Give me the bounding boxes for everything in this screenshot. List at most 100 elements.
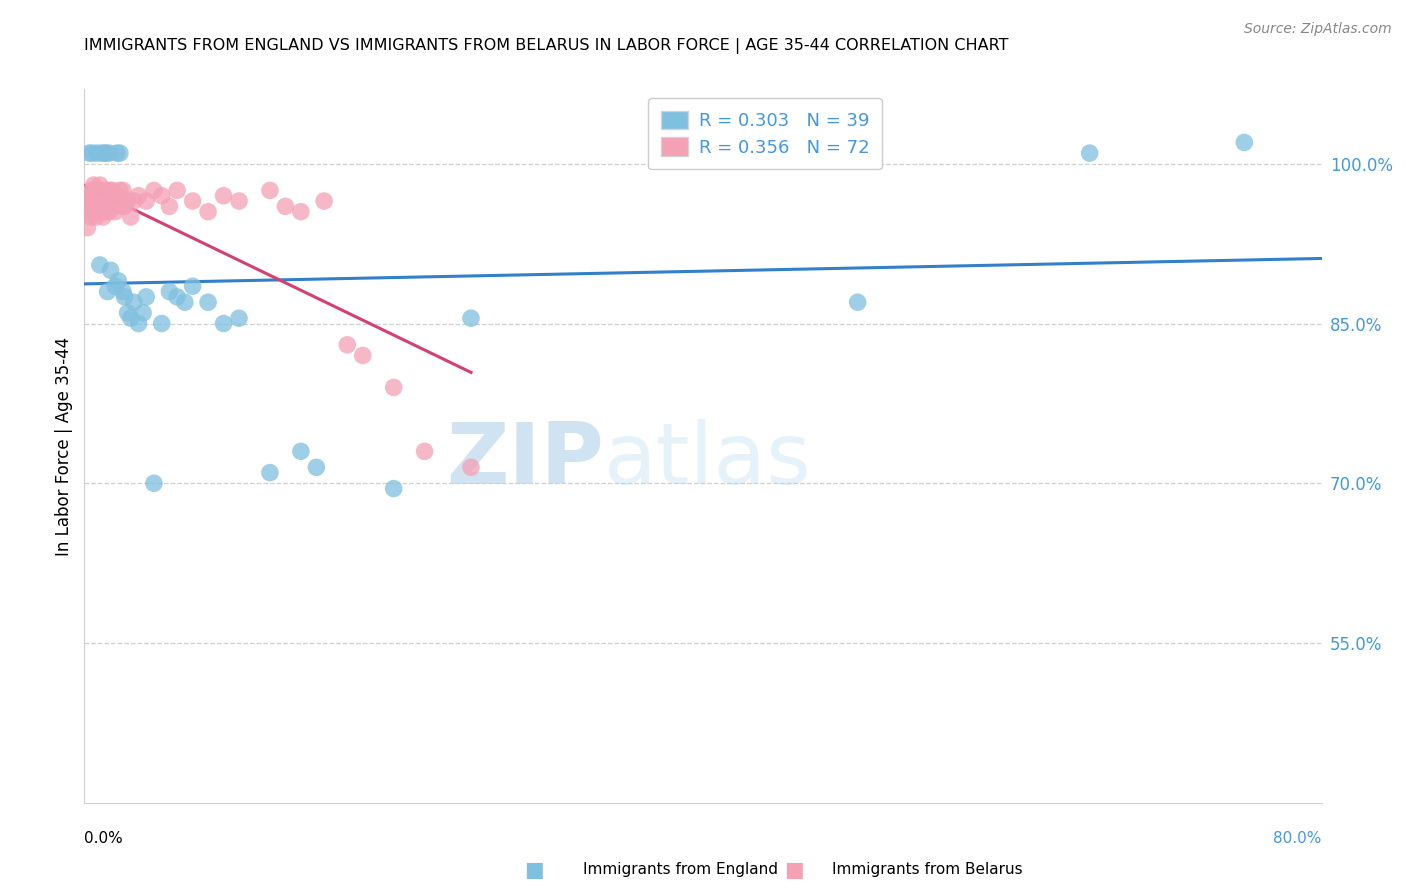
- Point: [117, 306, 139, 320]
- Point: [108, 183, 131, 197]
- Point: [90, 204, 112, 219]
- Point: [93, 194, 115, 208]
- Point: [181, 194, 204, 208]
- Point: [382, 482, 405, 496]
- Y-axis label: In Labor Force | Age 35-44: In Labor Force | Age 35-44: [55, 336, 73, 556]
- Point: [122, 194, 145, 208]
- Point: [86, 183, 108, 197]
- Point: [135, 290, 157, 304]
- Point: [91, 194, 114, 208]
- Point: [77, 146, 100, 161]
- Point: [150, 317, 173, 331]
- Point: [159, 285, 181, 299]
- Point: [104, 279, 127, 293]
- Point: [135, 194, 157, 208]
- Point: [104, 204, 127, 219]
- Point: [413, 444, 436, 458]
- Text: ZIP: ZIP: [446, 418, 605, 502]
- Point: [83, 183, 105, 197]
- Point: [166, 183, 188, 197]
- Point: [76, 220, 98, 235]
- Point: [86, 146, 108, 161]
- Point: [90, 146, 112, 161]
- Point: [846, 295, 869, 310]
- Point: [100, 183, 122, 197]
- Point: [80, 183, 103, 197]
- Point: [96, 183, 118, 197]
- Point: [228, 311, 250, 326]
- Point: [212, 188, 235, 202]
- Point: [93, 204, 115, 219]
- Legend: R = 0.303   N = 39, R = 0.356   N = 72: R = 0.303 N = 39, R = 0.356 N = 72: [648, 98, 882, 169]
- Point: [122, 295, 145, 310]
- Point: [382, 380, 405, 394]
- Point: [98, 204, 121, 219]
- Point: [86, 199, 108, 213]
- Point: [259, 183, 281, 197]
- Point: [1233, 136, 1256, 150]
- Text: ■: ■: [524, 860, 544, 880]
- Point: [314, 194, 336, 208]
- Point: [87, 188, 110, 202]
- Point: [93, 146, 115, 161]
- Point: [1078, 146, 1101, 161]
- Text: IMMIGRANTS FROM ENGLAND VS IMMIGRANTS FROM BELARUS IN LABOR FORCE | AGE 35-44 CO: IMMIGRANTS FROM ENGLAND VS IMMIGRANTS FR…: [84, 37, 1010, 54]
- Point: [82, 204, 104, 219]
- Point: [83, 188, 105, 202]
- Point: [84, 199, 107, 213]
- Point: [79, 188, 101, 202]
- Point: [90, 183, 112, 197]
- Point: [212, 317, 235, 331]
- Point: [87, 204, 110, 219]
- Point: [197, 204, 219, 219]
- Point: [120, 311, 142, 326]
- Point: [460, 460, 482, 475]
- Point: [84, 210, 107, 224]
- Point: [103, 199, 125, 213]
- Text: atlas: atlas: [605, 418, 813, 502]
- Point: [89, 258, 111, 272]
- Text: ■: ■: [785, 860, 804, 880]
- Point: [305, 460, 328, 475]
- Point: [166, 290, 188, 304]
- Point: [79, 194, 101, 208]
- Point: [79, 210, 101, 224]
- Point: [100, 199, 122, 213]
- Point: [352, 349, 374, 363]
- Point: [87, 188, 110, 202]
- Point: [336, 338, 359, 352]
- Point: [143, 183, 166, 197]
- Point: [77, 204, 100, 219]
- Point: [110, 199, 132, 213]
- Point: [100, 263, 122, 277]
- Point: [97, 285, 120, 299]
- Text: 80.0%: 80.0%: [1274, 831, 1322, 847]
- Point: [159, 199, 181, 213]
- Point: [117, 194, 139, 208]
- Point: [197, 295, 219, 310]
- Point: [86, 194, 108, 208]
- Point: [101, 183, 124, 197]
- Point: [98, 194, 121, 208]
- Point: [89, 194, 111, 208]
- Point: [98, 146, 121, 161]
- Point: [83, 178, 105, 192]
- Point: [77, 199, 100, 213]
- Point: [274, 199, 297, 213]
- Point: [90, 199, 112, 213]
- Point: [107, 194, 129, 208]
- Point: [97, 188, 120, 202]
- Point: [82, 146, 104, 161]
- Point: [89, 178, 111, 192]
- Point: [97, 199, 120, 213]
- Text: Source: ZipAtlas.com: Source: ZipAtlas.com: [1244, 22, 1392, 37]
- Point: [259, 466, 281, 480]
- Point: [108, 146, 131, 161]
- Point: [105, 188, 128, 202]
- Point: [105, 146, 128, 161]
- Point: [84, 183, 107, 197]
- Point: [112, 183, 135, 197]
- Point: [143, 476, 166, 491]
- Point: [150, 188, 173, 202]
- Point: [460, 311, 482, 326]
